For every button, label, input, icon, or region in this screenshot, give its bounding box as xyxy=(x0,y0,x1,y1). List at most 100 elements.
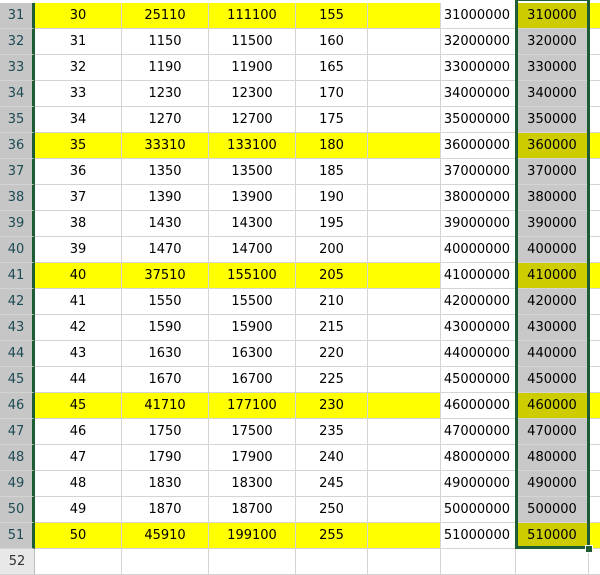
cell-G[interactable]: 380000 xyxy=(516,185,589,211)
cell-C[interactable]: 12700 xyxy=(209,107,296,133)
cell-A[interactable]: 45 xyxy=(35,393,122,419)
cell-C[interactable]: 14300 xyxy=(209,211,296,237)
row-header[interactable]: 40 xyxy=(0,237,35,263)
row-header[interactable]: 31 xyxy=(0,3,35,29)
cell-C[interactable]: 16300 xyxy=(209,341,296,367)
row-header[interactable]: 45 xyxy=(0,367,35,393)
row-header[interactable]: 43 xyxy=(0,315,35,341)
cell-E[interactable] xyxy=(368,159,441,185)
cell-H[interactable] xyxy=(589,237,600,263)
cell-E[interactable] xyxy=(368,29,441,55)
cell-B[interactable]: 1790 xyxy=(122,445,209,471)
cell-B[interactable]: 1470 xyxy=(122,237,209,263)
cell-F[interactable]: 37000000 xyxy=(441,159,516,185)
cell-E[interactable] xyxy=(368,341,441,367)
cell-A[interactable]: 31 xyxy=(35,29,122,55)
cell-C[interactable]: 17500 xyxy=(209,419,296,445)
cell-H[interactable] xyxy=(589,185,600,211)
cell-C[interactable]: 13500 xyxy=(209,159,296,185)
cell-D[interactable]: 255 xyxy=(296,523,368,549)
cell-H[interactable] xyxy=(589,393,600,419)
cell-E[interactable] xyxy=(368,263,441,289)
cell-E[interactable] xyxy=(368,211,441,237)
cell-D[interactable]: 215 xyxy=(296,315,368,341)
cell-D[interactable]: 210 xyxy=(296,289,368,315)
cell-E[interactable] xyxy=(368,55,441,81)
cell-A[interactable]: 49 xyxy=(35,497,122,523)
cell-F[interactable]: 50000000 xyxy=(441,497,516,523)
row-header[interactable]: 46 xyxy=(0,393,35,419)
cell-G[interactable]: 510000 xyxy=(516,523,589,549)
cell-H[interactable] xyxy=(589,55,600,81)
cell-F[interactable]: 31000000 xyxy=(441,3,516,29)
cell-E[interactable] xyxy=(368,185,441,211)
cell-F[interactable]: 46000000 xyxy=(441,393,516,419)
cell-F[interactable]: 45000000 xyxy=(441,367,516,393)
cell-E[interactable] xyxy=(368,549,441,575)
cell-C[interactable]: 12300 xyxy=(209,81,296,107)
cell-A[interactable]: 37 xyxy=(35,185,122,211)
row-header[interactable]: 37 xyxy=(0,159,35,185)
cell-E[interactable] xyxy=(368,445,441,471)
cell-B[interactable]: 1350 xyxy=(122,159,209,185)
cell-F[interactable]: 35000000 xyxy=(441,107,516,133)
cell-G[interactable]: 460000 xyxy=(516,393,589,419)
cell-C[interactable]: 14700 xyxy=(209,237,296,263)
cell-D[interactable]: 240 xyxy=(296,445,368,471)
cell-B[interactable]: 25110 xyxy=(122,3,209,29)
cell-E[interactable] xyxy=(368,419,441,445)
cell-D[interactable]: 235 xyxy=(296,419,368,445)
cell-G[interactable]: 500000 xyxy=(516,497,589,523)
cell-B[interactable]: 1670 xyxy=(122,367,209,393)
row-header[interactable]: 41 xyxy=(0,263,35,289)
cell-H[interactable] xyxy=(589,133,600,159)
cell-B[interactable]: 1430 xyxy=(122,211,209,237)
cell-A[interactable]: 32 xyxy=(35,55,122,81)
cell-A[interactable]: 30 xyxy=(35,3,122,29)
fill-handle[interactable] xyxy=(585,545,593,553)
row-header[interactable]: 51 xyxy=(0,523,35,549)
cell-E[interactable] xyxy=(368,107,441,133)
row-header[interactable]: 36 xyxy=(0,133,35,159)
cell-A[interactable]: 38 xyxy=(35,211,122,237)
cell-C[interactable]: 11500 xyxy=(209,29,296,55)
cell-F[interactable]: 34000000 xyxy=(441,81,516,107)
cell-A[interactable]: 33 xyxy=(35,81,122,107)
cell-B[interactable]: 33310 xyxy=(122,133,209,159)
cell-F[interactable]: 32000000 xyxy=(441,29,516,55)
cell-C[interactable]: 18700 xyxy=(209,497,296,523)
cell-F[interactable]: 40000000 xyxy=(441,237,516,263)
cell-E[interactable] xyxy=(368,81,441,107)
cell-H[interactable] xyxy=(589,419,600,445)
cell-E[interactable] xyxy=(368,393,441,419)
cell-C[interactable]: 199100 xyxy=(209,523,296,549)
cell-C[interactable]: 16700 xyxy=(209,367,296,393)
cell-B[interactable] xyxy=(122,549,209,575)
cell-E[interactable] xyxy=(368,133,441,159)
cell-B[interactable]: 1590 xyxy=(122,315,209,341)
cell-D[interactable]: 225 xyxy=(296,367,368,393)
cell-D[interactable]: 185 xyxy=(296,159,368,185)
cell-D[interactable]: 200 xyxy=(296,237,368,263)
cell-F[interactable]: 51000000 xyxy=(441,523,516,549)
cell-H[interactable] xyxy=(589,445,600,471)
cell-F[interactable]: 33000000 xyxy=(441,55,516,81)
row-header[interactable]: 49 xyxy=(0,471,35,497)
cell-G[interactable]: 360000 xyxy=(516,133,589,159)
row-header[interactable]: 42 xyxy=(0,289,35,315)
cell-E[interactable] xyxy=(368,471,441,497)
cell-F[interactable]: 47000000 xyxy=(441,419,516,445)
cell-G[interactable]: 320000 xyxy=(516,29,589,55)
cell-D[interactable]: 175 xyxy=(296,107,368,133)
cell-G[interactable] xyxy=(516,549,589,575)
cell-H[interactable] xyxy=(589,523,600,549)
row-header[interactable]: 50 xyxy=(0,497,35,523)
cell-H[interactable] xyxy=(589,471,600,497)
row-header[interactable]: 35 xyxy=(0,107,35,133)
cell-H[interactable] xyxy=(589,315,600,341)
cell-H[interactable] xyxy=(589,341,600,367)
cell-F[interactable]: 48000000 xyxy=(441,445,516,471)
cell-F[interactable]: 39000000 xyxy=(441,211,516,237)
cell-D[interactable]: 195 xyxy=(296,211,368,237)
cell-C[interactable]: 177100 xyxy=(209,393,296,419)
